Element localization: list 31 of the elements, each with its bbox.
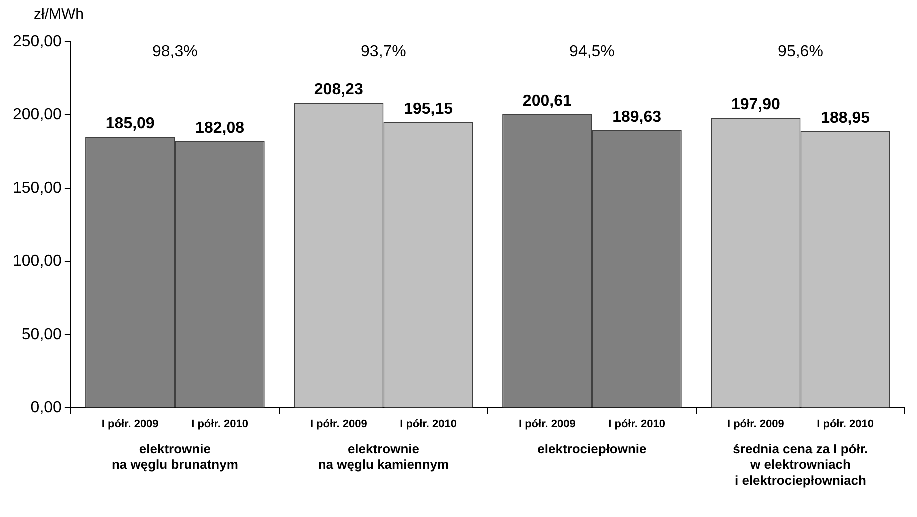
series-label: I półr. 2009 [102,418,159,431]
x-tick-label: średnia cena za I półr. w elektrowniach i elektrociepłowniach [733,442,868,488]
series-label: I półr. 2010 [192,418,248,431]
annotation: 98,3% [152,43,198,60]
data-label: 182,08 [196,120,245,137]
text: I półr. 2010 [400,418,457,431]
text: I półr. 2009 [727,418,784,431]
text: I półr. 2009 [310,418,368,431]
data-label: 197,90 [731,96,780,114]
data-label: 200,61 [522,92,572,110]
y-tick-label: 150,00 [13,180,62,197]
annotation: 93,7% [361,43,406,60]
data-label: 195,15 [404,100,454,118]
y-tick-label: 50,00 [22,326,62,344]
y-tick-label: 100,00 [13,253,62,270]
y-axis-title: zł/MWh [34,6,84,23]
y-tick-label: 200,00 [13,106,62,124]
x-tick-label: elektrociepłownie [538,442,647,457]
text: I półr. 2010 [608,418,666,431]
annotation: 95,6% [778,43,824,60]
data-label: 188,95 [821,110,870,127]
data-label: 189,63 [612,108,662,126]
y-tick-label: 250,00 [13,33,62,50]
x-tick-label: elektrownie na węglu kamiennym [318,442,450,472]
x-tick-label: elektrownie na węglu brunatnym [112,442,238,472]
data-label: 185,09 [106,115,155,132]
text: I półr. 2010 [817,418,874,431]
data-label: 208,23 [314,82,364,99]
text: I półr. 2009 [518,418,576,431]
annotation: 94,5% [570,43,615,60]
y-tick-label: 0,00 [30,400,62,417]
